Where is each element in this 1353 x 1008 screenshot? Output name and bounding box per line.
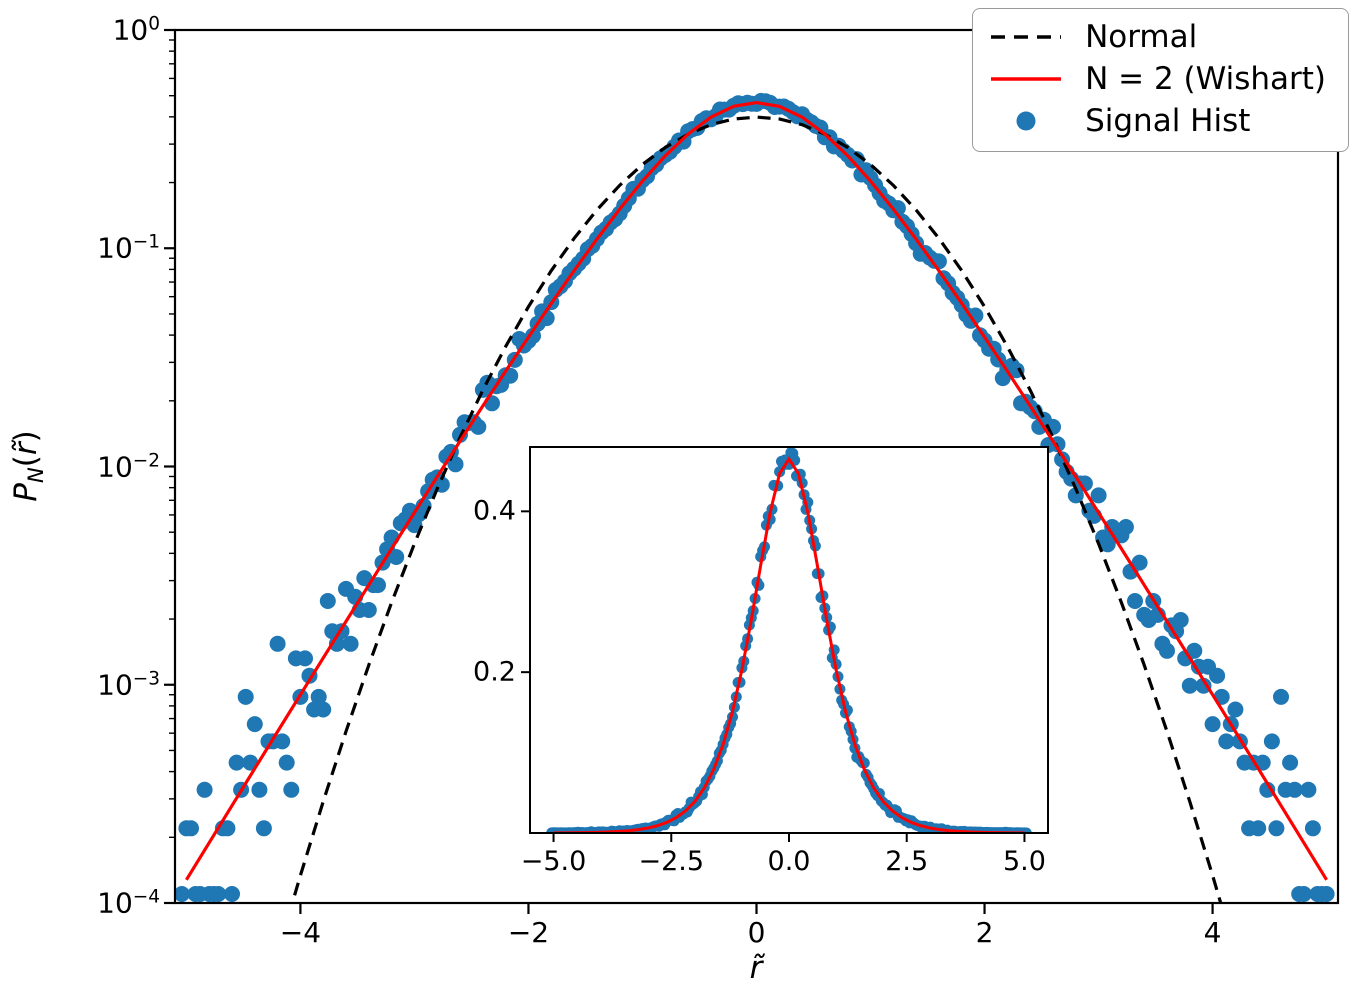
signal-hist-point [246, 716, 263, 733]
signal-hist-point [1227, 701, 1244, 718]
signal-hist-point [1090, 487, 1107, 504]
signal-hist-point [1282, 754, 1299, 771]
inset-wishart-curve [553, 456, 1025, 833]
legend-entry-normal: Normal [987, 19, 1326, 55]
legend-label-signal-hist: Signal Hist [1085, 103, 1251, 139]
signal-hist-point [1263, 733, 1280, 750]
line-icon [991, 77, 1062, 81]
normal-curve [290, 115, 1223, 903]
signal-hist-point [525, 327, 541, 344]
signal-hist-point [175, 886, 190, 902]
signal-hist-point [1300, 781, 1317, 798]
signal-hist-point [283, 781, 300, 798]
signal-hist-point [1268, 820, 1285, 837]
signal-hist-point [183, 820, 199, 837]
signal-hist-point [1159, 642, 1175, 659]
signal-hist-point [269, 635, 286, 652]
signal-hist-point [1286, 781, 1303, 798]
signal-hist-point [360, 602, 377, 618]
signal-hist-point [310, 688, 327, 705]
signal-hist-point [370, 577, 386, 594]
signal-hist-point [274, 733, 291, 750]
signal-hist-point [1186, 642, 1203, 659]
signal-hist-point [1127, 593, 1143, 609]
signal-hist-point [1195, 677, 1212, 694]
signal-hist-point [342, 635, 359, 652]
inset-axis-ticks [521, 510, 1026, 842]
inset-axes-frame [529, 446, 1049, 834]
signal-hist-point [1273, 688, 1289, 705]
signal-hist-point [1172, 612, 1189, 628]
signal-hist-point [470, 418, 487, 435]
signal-hist-point [1250, 820, 1267, 837]
signal-hist-point [1259, 781, 1276, 798]
signal-hist-point [237, 688, 254, 705]
signal-hist-point [1209, 667, 1226, 684]
signal-hist-point [1131, 554, 1148, 571]
legend-label-normal: Normal [1085, 19, 1198, 55]
signal-hist-point [315, 701, 332, 718]
signal-hist-point [388, 549, 405, 565]
dashed-line-icon [991, 35, 1062, 39]
legend-dot-marker [1016, 111, 1036, 131]
inset-background [530, 447, 1048, 833]
x-axis-label: r̃ [749, 950, 763, 986]
y-axis-label: PN(r̃) [7, 430, 49, 502]
signal-hist-point [1204, 716, 1221, 733]
signal-hist-point [278, 754, 295, 771]
legend: Normal N = 2 (Wishart) Signal Hist [972, 8, 1349, 152]
signal-hist-point [1318, 886, 1335, 902]
signal-hist-point [196, 781, 213, 798]
main-axes-frame [173, 28, 1340, 905]
signal-hist-point [1218, 733, 1235, 750]
signal-hist-point [1304, 820, 1321, 837]
signal-hist-point [224, 886, 240, 902]
wishart-curve [185, 100, 1328, 881]
signal-hist-point [319, 593, 336, 609]
signal-hist-point [228, 754, 245, 771]
legend-label-n-2-wishart: N = 2 (Wishart) [1085, 61, 1326, 97]
signal-hist-point [251, 781, 268, 798]
signal-hist-point [1117, 519, 1134, 535]
signal-hist-point [297, 650, 313, 667]
dot-icon [1016, 111, 1036, 131]
signal-hist-point [1295, 886, 1312, 902]
signal-hist-point [219, 820, 236, 837]
legend-entry-signal-hist: Signal Hist [987, 103, 1326, 139]
signal-hist-point [255, 820, 272, 837]
signal-hist-point [210, 886, 227, 902]
signal-hist-point [1181, 677, 1198, 694]
legend-entry-n-2-wishart: N = 2 (Wishart) [987, 61, 1326, 97]
